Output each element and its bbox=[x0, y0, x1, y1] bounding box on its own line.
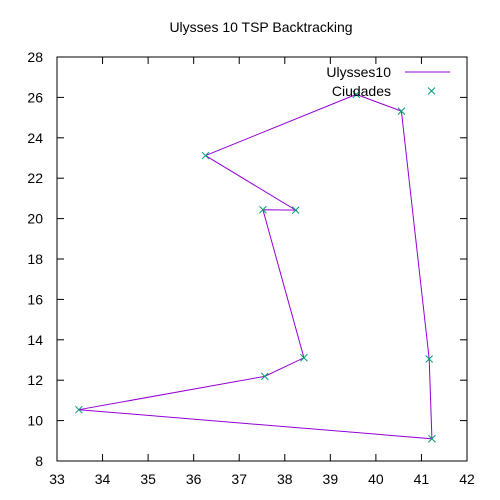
y-tick-label: 12 bbox=[27, 372, 43, 388]
city-point bbox=[291, 206, 300, 214]
city-point bbox=[428, 434, 436, 443]
y-tick-label: 18 bbox=[27, 251, 43, 267]
city-point bbox=[201, 151, 210, 160]
city-point bbox=[260, 372, 269, 381]
chart-title: Ulysses 10 TSP Backtracking bbox=[169, 19, 352, 35]
legend-sample-marker bbox=[427, 87, 436, 95]
city-point bbox=[352, 90, 361, 99]
y-tick-label: 28 bbox=[27, 49, 43, 65]
x-tick-label: 39 bbox=[323, 471, 339, 487]
legend-label: Ulysses10 bbox=[326, 64, 391, 80]
series-layer bbox=[75, 90, 436, 443]
city-point bbox=[425, 355, 434, 363]
x-tick-label: 38 bbox=[277, 471, 293, 487]
y-tick-label: 8 bbox=[35, 453, 43, 469]
y-tick-label: 16 bbox=[27, 291, 43, 307]
y-tick-label: 26 bbox=[27, 89, 43, 105]
x-tick-label: 40 bbox=[368, 471, 384, 487]
x-tick-label: 42 bbox=[459, 471, 475, 487]
axis-ticks: 33 34 35 36 37 38 39 40 41 42 8 10 12 14 16 18 20 22 24 26 2… bbox=[27, 49, 475, 487]
city-point bbox=[259, 205, 267, 214]
y-tick-label: 24 bbox=[27, 130, 43, 146]
x-tick-label: 34 bbox=[95, 471, 111, 487]
x-tick-label: 37 bbox=[231, 471, 247, 487]
x-tick-label: 35 bbox=[140, 471, 156, 487]
y-tick-label: 20 bbox=[27, 211, 43, 227]
city-point bbox=[397, 107, 406, 115]
city-point bbox=[300, 353, 308, 362]
x-tick-label: 33 bbox=[49, 471, 65, 487]
y-tick-label: 22 bbox=[27, 170, 43, 186]
legend-label: Ciudades bbox=[332, 83, 391, 99]
y-tick-label: 10 bbox=[27, 413, 43, 429]
y-tick-label: 14 bbox=[27, 332, 43, 348]
legend: Ulysses10 Ciudades bbox=[326, 64, 450, 99]
city-point bbox=[75, 405, 83, 414]
x-tick-label: 41 bbox=[414, 471, 430, 487]
x-tick-label: 36 bbox=[186, 471, 202, 487]
